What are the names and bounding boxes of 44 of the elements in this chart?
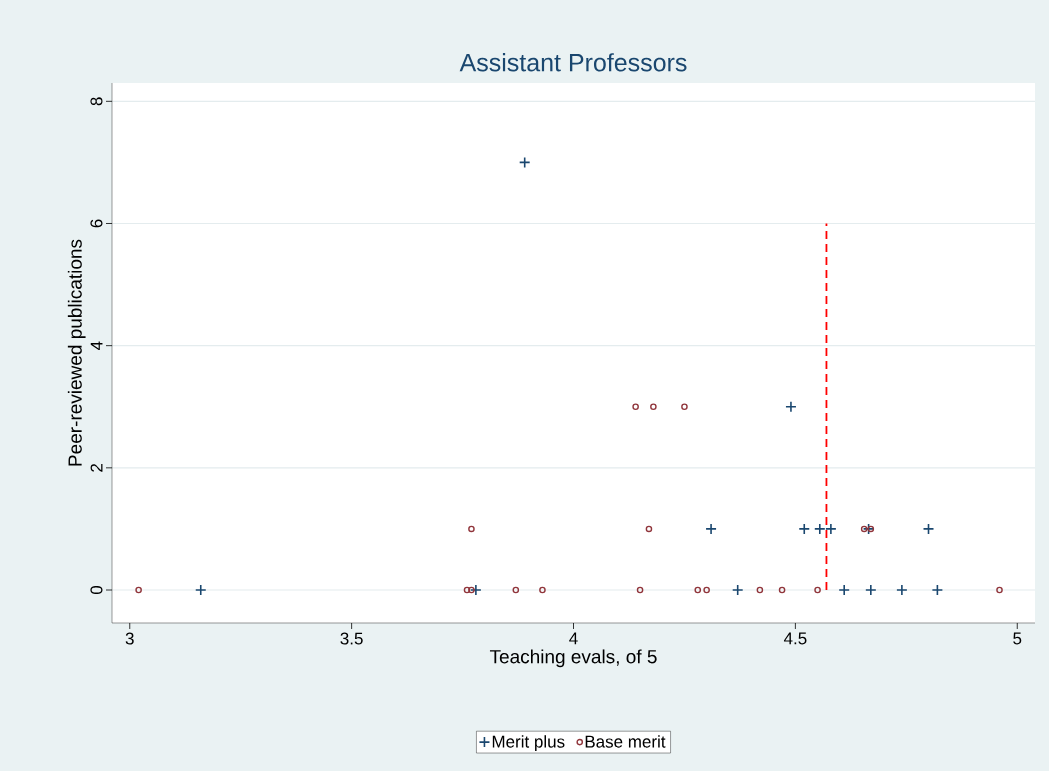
point [814,586,821,594]
point [694,586,702,594]
point [194,584,207,596]
point [798,523,811,535]
x-tick-label: 3.5 [340,632,363,645]
point [468,525,475,533]
point [470,584,482,596]
x-tick-label: 4.5 [783,632,807,645]
point [705,523,717,535]
y-tick-label: 4 [90,341,103,350]
point [135,586,142,594]
point [703,586,710,594]
point [681,403,688,411]
point [813,523,826,535]
point [825,523,837,535]
y-tick-label: 0 [90,585,103,595]
x-axis-title: Teaching evals, of 5 [489,649,657,668]
y-tick-label: 2 [90,463,103,472]
point [865,584,877,596]
point [512,586,520,594]
y-tick-label: 8 [90,97,103,106]
point [896,584,908,596]
point [778,586,786,594]
x-tick-label: 4 [569,632,578,645]
legend-label: Merit plus [492,735,565,752]
point [632,403,639,411]
chart-title: Assistant Professors [459,53,687,72]
point [650,403,657,411]
point [756,586,764,594]
point [785,400,797,413]
x-tick-label: 3 [125,632,134,645]
y-tick-label: 6 [90,219,103,228]
x-tick-label: 5 [1013,632,1022,645]
point [468,586,475,594]
point [838,584,850,596]
point [996,586,1003,594]
point [731,584,744,596]
y-axis-title: Peer-reviewed publications [67,239,86,466]
point [518,156,531,169]
point [636,586,644,594]
legend-label: Base merit [585,735,666,748]
point [931,584,944,596]
point [539,586,546,594]
point [922,523,935,535]
